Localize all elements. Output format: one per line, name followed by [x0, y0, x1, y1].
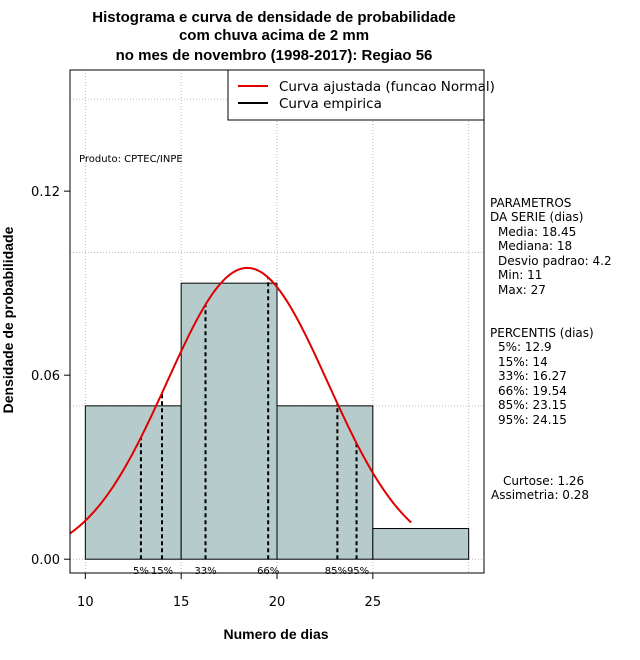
legend: Curva ajustada (funcao Normal) Curva emp… [227, 69, 495, 121]
assimetria: Assimetria: 0.28 [491, 488, 589, 502]
param-min: Min: 11 [498, 268, 542, 282]
x-axis-title: Numero de dias [223, 626, 328, 642]
x-tick-label: 10 [77, 595, 94, 610]
parametros-title-1: PARAMETROS [490, 196, 571, 210]
legend-box [227, 69, 485, 121]
axis-layer: 10 15 20 25 0.00 0.06 0.12 [31, 185, 381, 610]
curtose: Curtose: 1.26 [503, 474, 584, 488]
title-line-3: no mes de novembro (1998-2017): Regiao 5… [116, 47, 433, 64]
curve-layer [69, 266, 412, 535]
histogram-bar [372, 528, 470, 560]
histogram-bar [276, 405, 374, 560]
side-panel: PARAMETROS DA SERIE (dias) Media: 18.45 … [490, 196, 612, 502]
percentil-95: 95%: 24.15 [498, 413, 567, 427]
y-tick-label: 0.06 [31, 369, 60, 384]
percentil-33: 33%: 16.27 [498, 369, 567, 383]
x-tick-label: 25 [365, 595, 382, 610]
percentile-layer: 5% 15% 33% 66% 85%95% [133, 277, 369, 577]
param-media: Media: 18.45 [498, 225, 576, 239]
percentil-5: 5%: 12.9 [498, 340, 552, 354]
chart-title: Histograma e curva de densidade de proba… [92, 9, 455, 64]
y-tick-label: 0.12 [31, 185, 60, 200]
percentile-label: 33% [194, 566, 216, 577]
percentis-title: PERCENTIS (dias) [490, 326, 594, 340]
parametros-title-2: DA SERIE (dias) [490, 210, 583, 224]
x-tick-label: 15 [173, 595, 190, 610]
percentile-label: 5% [133, 566, 149, 577]
histogram-bar [84, 405, 182, 560]
param-desvio: Desvio padrao: 4.2 [498, 254, 612, 268]
bars-layer [84, 282, 470, 560]
product-annotation: Produto: CPTEC/INPE [79, 154, 183, 165]
percentil-85: 85%: 23.15 [498, 398, 567, 412]
x-tick-label: 20 [269, 595, 286, 610]
y-tick-label: 0.00 [31, 553, 60, 568]
title-line-1: Histograma e curva de densidade de proba… [92, 9, 455, 26]
param-max: Max: 27 [498, 283, 546, 297]
y-axis-title: Densidade de probabilidade [0, 226, 16, 413]
param-mediana: Mediana: 18 [498, 239, 572, 253]
normal-curve [69, 266, 412, 535]
title-line-2: com chuva acima de 2 mm [179, 27, 369, 44]
histogram-bar [180, 282, 278, 560]
percentil-66: 66%: 19.54 [498, 384, 567, 398]
legend-label-normal: Curva ajustada (funcao Normal) [279, 79, 495, 95]
percentile-label: 85%95% [325, 566, 369, 577]
percentile-label: 66% [257, 566, 279, 577]
legend-label-empirical: Curva empirica [279, 96, 382, 112]
percentil-15: 15%: 14 [498, 355, 548, 369]
percentile-label: 15% [151, 566, 173, 577]
